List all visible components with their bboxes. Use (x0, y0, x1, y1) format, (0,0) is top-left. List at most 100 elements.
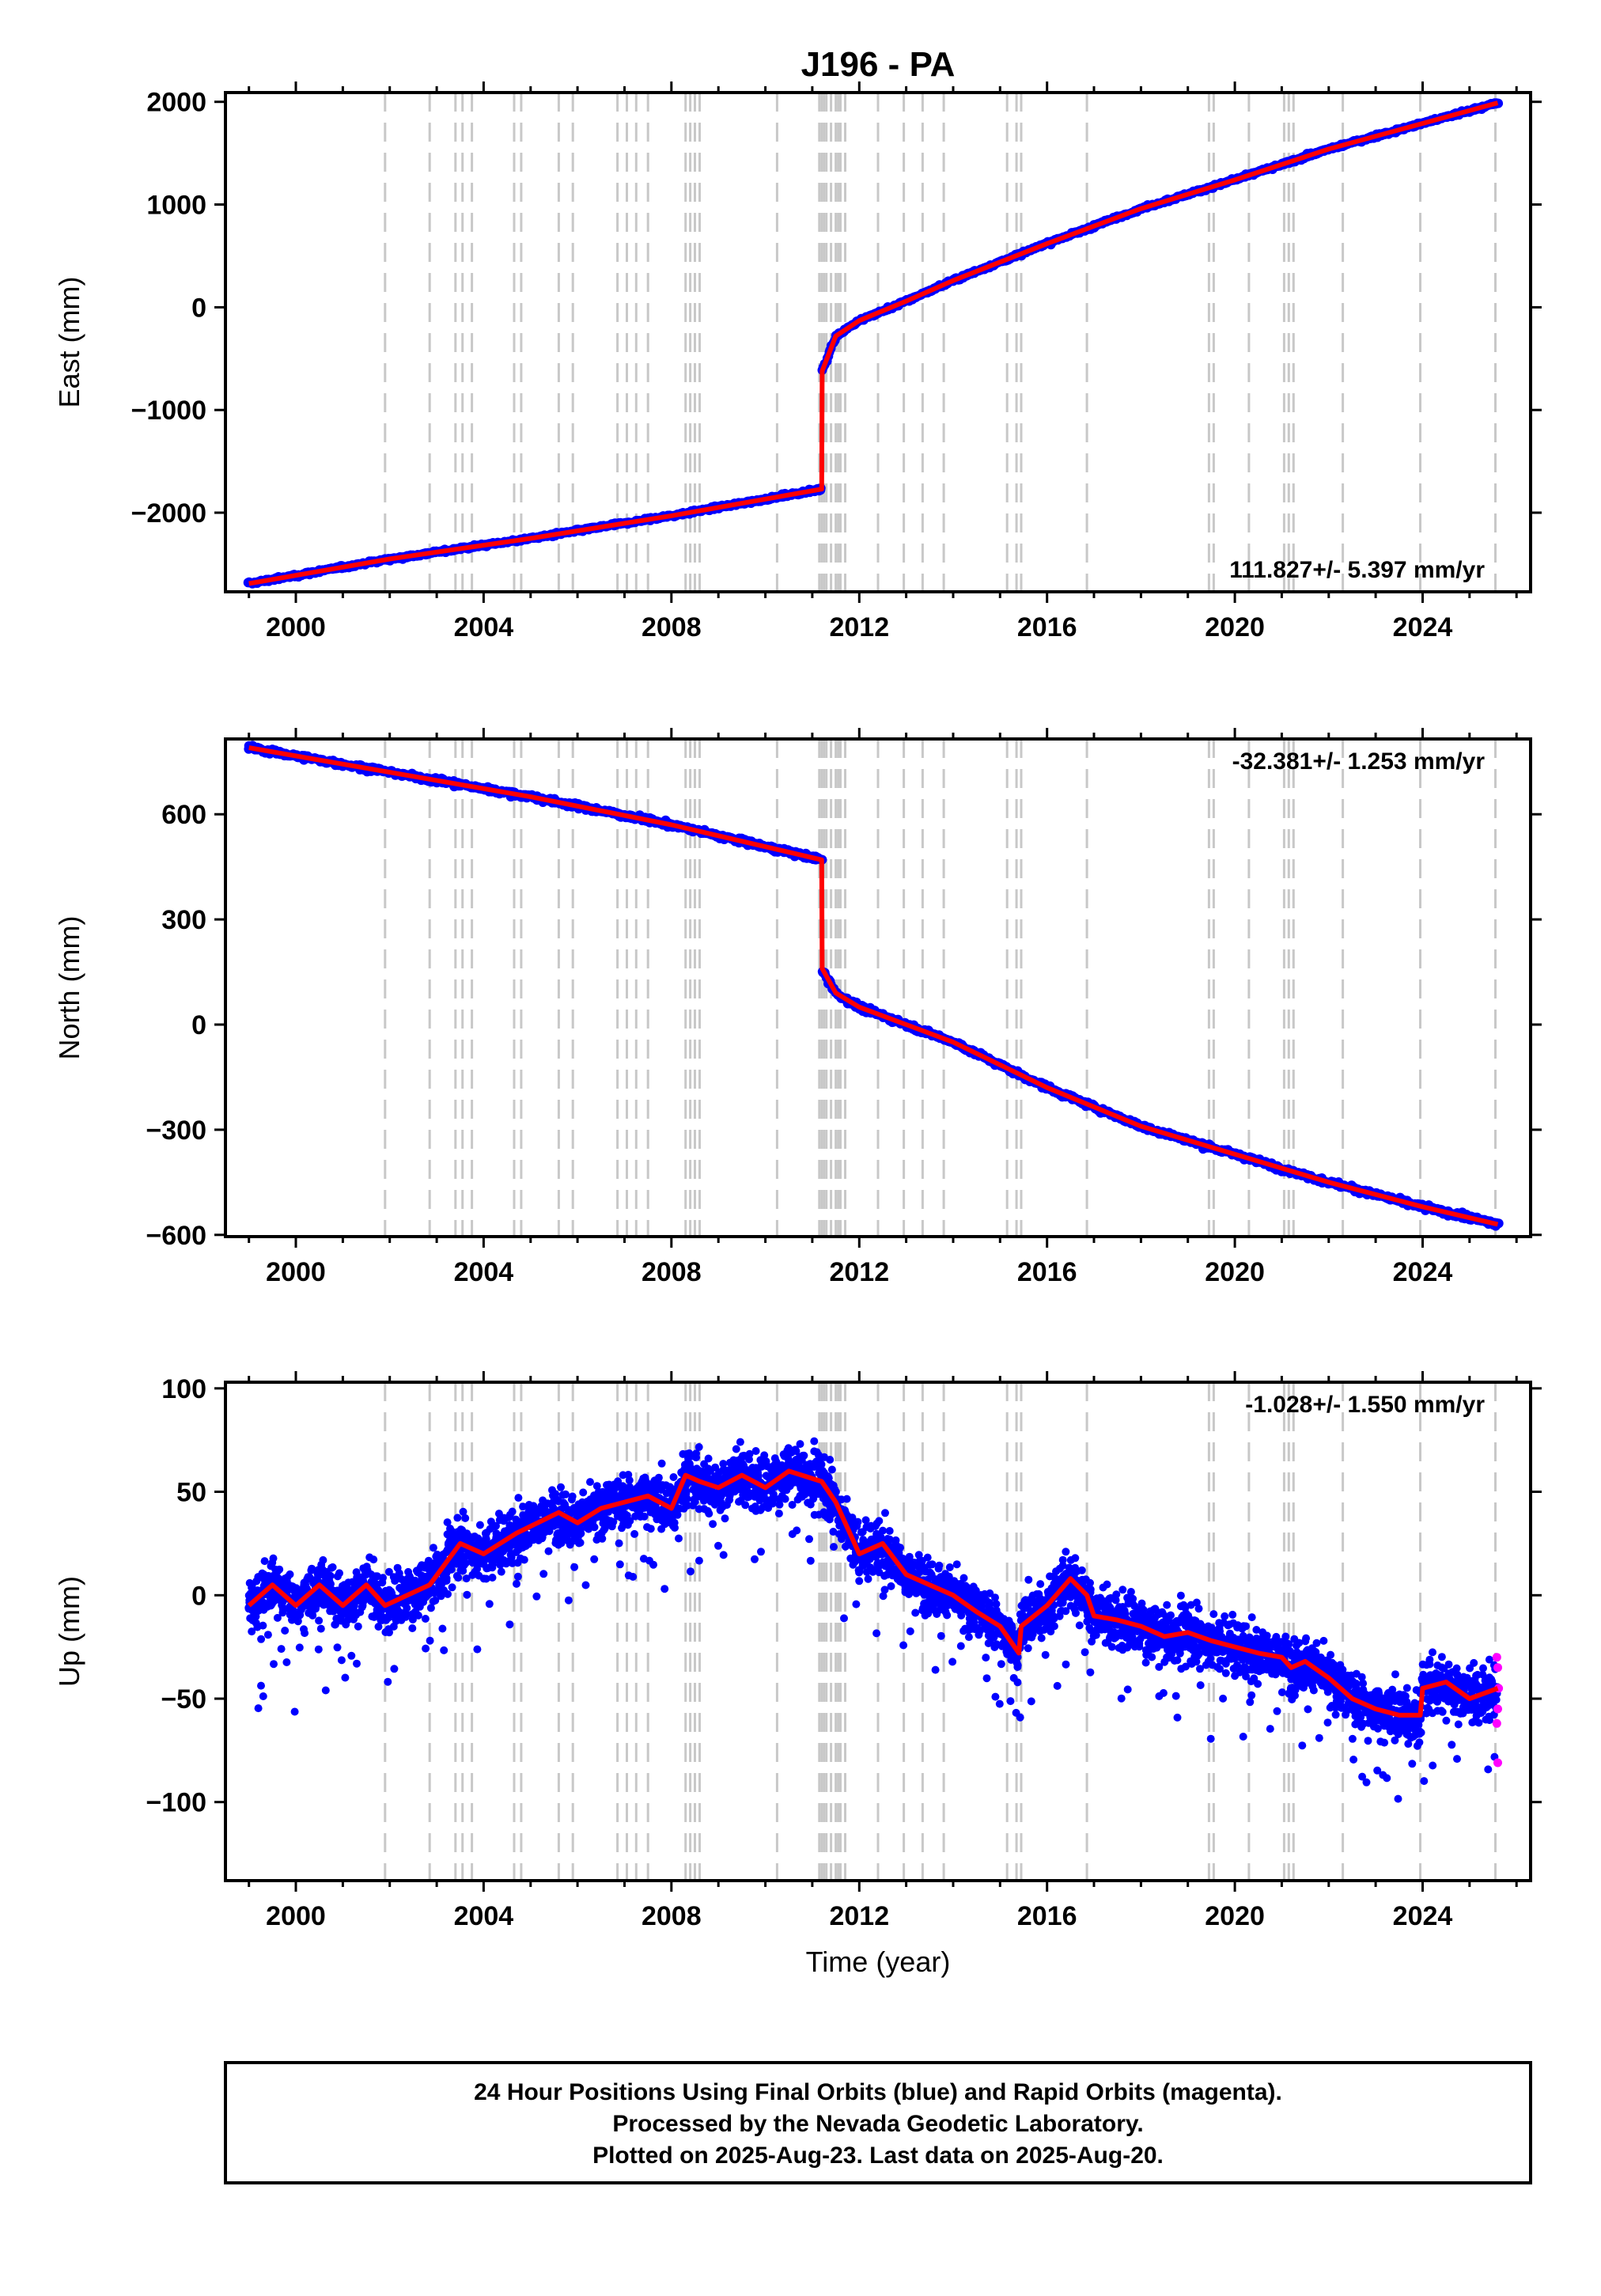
north-panel: 2000 2004 2008 2012 2016 2020 2024−600−3000300… (53, 728, 1542, 1287)
data-point (646, 1525, 655, 1533)
data-point (719, 1460, 728, 1468)
y-tick-label: 0 (191, 293, 206, 323)
data-point (649, 1560, 657, 1569)
data-point (586, 1478, 594, 1487)
x-tick-label: 2000 (266, 612, 326, 642)
data-point (695, 1443, 703, 1451)
data-point (277, 1645, 286, 1654)
data-point (817, 1460, 826, 1468)
east-plot-frame (224, 91, 1532, 593)
data-point (714, 1541, 722, 1550)
data-point (312, 1605, 320, 1613)
data-point (286, 1570, 294, 1578)
data-point (705, 1510, 713, 1518)
data-point (539, 1570, 548, 1578)
y-tick-label: 2000 (146, 88, 206, 118)
data-point (769, 1490, 778, 1498)
data-point (630, 1529, 639, 1538)
data-point (653, 1476, 662, 1484)
data-point (508, 1507, 517, 1516)
north-plot-frame (224, 737, 1532, 1238)
data-point (341, 1673, 350, 1682)
data-point (562, 1490, 570, 1498)
data-point (308, 1564, 316, 1573)
data-point (757, 1548, 765, 1556)
north-model-line (248, 745, 1499, 1227)
data-point (793, 1526, 801, 1535)
data-point (295, 1643, 304, 1652)
data-point (791, 1445, 800, 1454)
data-point (609, 1517, 618, 1526)
data-point (454, 1574, 463, 1582)
data-point (532, 1592, 541, 1601)
data-point (671, 1524, 679, 1532)
data-point (640, 1512, 649, 1521)
data-point (461, 1514, 470, 1522)
data-point (581, 1581, 590, 1589)
data-point (567, 1495, 576, 1504)
east-model-line (248, 100, 1499, 586)
data-point (629, 1573, 638, 1581)
data-point (257, 1635, 266, 1643)
data-point (719, 1551, 728, 1559)
y-tick-label: 300 (161, 905, 206, 935)
east-rate-label: 111.827+/- 5.397 mm/yr (1229, 557, 1485, 583)
data-point (760, 1451, 769, 1460)
data-point (577, 1529, 585, 1538)
y-tick-label: −1000 (131, 396, 207, 426)
data-point (374, 1623, 383, 1631)
up-final-orbit-points (244, 1437, 1503, 1803)
x-tick-label: 2004 (454, 612, 514, 642)
data-point (270, 1660, 278, 1669)
data-point (422, 1644, 430, 1653)
data-point (809, 1495, 818, 1503)
data-point (685, 1460, 694, 1468)
x-tick-label: 2024 (1393, 1257, 1453, 1287)
data-point (328, 1563, 337, 1571)
data-point (260, 1557, 269, 1566)
data-point (444, 1589, 452, 1598)
data-point (259, 1692, 267, 1700)
data-point (810, 1437, 819, 1445)
data-point (507, 1553, 516, 1562)
east-y-axis-label: East (mm) (53, 277, 85, 408)
data-point (372, 1579, 380, 1588)
data-point (538, 1534, 547, 1543)
data-point (403, 1604, 411, 1612)
data-point (259, 1621, 267, 1630)
x-tick-label: 2016 (1017, 1257, 1077, 1287)
y-tick-label: −300 (146, 1116, 206, 1146)
data-point (800, 1451, 808, 1460)
data-point (704, 1454, 713, 1463)
data-point (673, 1510, 682, 1519)
data-point (615, 1560, 624, 1569)
data-point (379, 1574, 387, 1582)
x-tick-label: 2012 (829, 612, 889, 642)
data-point (358, 1601, 367, 1610)
data-point (275, 1565, 284, 1574)
data-point (319, 1555, 327, 1564)
data-point (459, 1507, 467, 1516)
x-tick-label: 2020 (1205, 612, 1265, 642)
data-point (691, 1498, 699, 1506)
data-point (557, 1483, 565, 1491)
data-point (327, 1580, 335, 1588)
data-point (257, 1681, 265, 1690)
data-point (453, 1514, 462, 1522)
x-tick-label: 2016 (1017, 612, 1077, 642)
data-point (513, 1572, 522, 1581)
data-point (440, 1646, 449, 1654)
data-point (426, 1636, 434, 1645)
data-point (675, 1534, 683, 1543)
data-point (754, 1472, 763, 1480)
data-point (269, 1554, 278, 1563)
data-point (326, 1571, 335, 1580)
data-point (641, 1473, 649, 1482)
y-tick-label: −2000 (131, 498, 207, 529)
data-point (335, 1569, 343, 1578)
data-point (438, 1624, 447, 1633)
data-point (796, 1440, 804, 1449)
chart-title: J196 - PA (801, 45, 956, 84)
data-point (390, 1665, 399, 1673)
data-point (788, 1501, 797, 1509)
